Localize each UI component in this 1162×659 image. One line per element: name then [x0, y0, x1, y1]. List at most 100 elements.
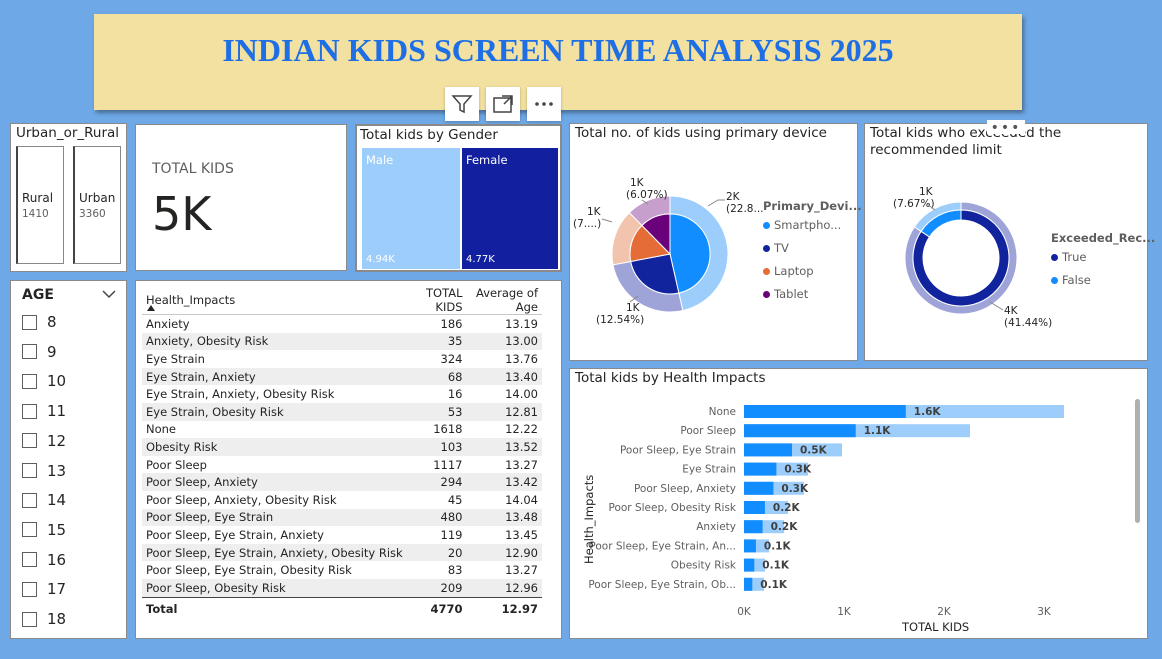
- bar[interactable]: [744, 462, 777, 476]
- checkbox[interactable]: [22, 373, 37, 389]
- data-label: 1.6K: [914, 406, 942, 418]
- scrollbar[interactable]: [1135, 399, 1140, 523]
- table-cell: 13.48: [466, 508, 542, 527]
- table-row[interactable]: Poor Sleep 1117 13.27: [142, 456, 542, 474]
- legend-item[interactable]: Tablet: [763, 287, 808, 301]
- table-cell: 14.00: [505, 387, 538, 402]
- slicer-tile-urban[interactable]: Urban 3360: [73, 146, 121, 264]
- treemap-tile-male[interactable]: Male 4.94K: [362, 148, 460, 269]
- legend-item[interactable]: TV: [763, 241, 789, 255]
- legend-item[interactable]: True: [1051, 250, 1086, 264]
- age-option-17[interactable]: 17: [22, 580, 66, 598]
- table-row[interactable]: Poor Sleep, Eye Strain, Anxiety 119 13.45: [142, 526, 542, 544]
- age-option-10[interactable]: 10: [22, 372, 66, 390]
- checkbox[interactable]: [22, 581, 37, 597]
- table-row[interactable]: Poor Sleep, Eye Strain, Anxiety, Obesity…: [142, 543, 542, 562]
- table-row[interactable]: Anxiety, Obesity Risk 35 13.00: [142, 332, 542, 351]
- more-options-icon[interactable]: •••: [987, 120, 1025, 136]
- checkbox[interactable]: [22, 403, 37, 419]
- age-option-11[interactable]: 11: [22, 402, 66, 420]
- checkbox[interactable]: [22, 314, 37, 330]
- checkbox[interactable]: [22, 522, 37, 538]
- option-label: 9: [47, 342, 57, 361]
- column-header-average-age[interactable]: Average of Age: [466, 286, 542, 315]
- table-cell: 35: [406, 332, 467, 351]
- legend-marker: [763, 267, 770, 275]
- table-row[interactable]: Poor Sleep, Eye Strain, Obesity Risk 83 13…: [142, 561, 542, 579]
- checkbox[interactable]: [22, 492, 37, 508]
- page-title: INDIAN KIDS SCREEN TIME ANALYSIS 2025: [222, 32, 894, 68]
- bar[interactable]: [744, 405, 906, 418]
- table-cell: 119: [440, 527, 463, 542]
- bar[interactable]: [744, 539, 756, 553]
- donut-slice-true[interactable]: [912, 209, 1010, 307]
- age-option-12[interactable]: 12: [22, 432, 66, 450]
- table-row[interactable]: Poor Sleep, Obesity Risk 209 12.96: [142, 578, 542, 597]
- table-row[interactable]: Eye Strain, Anxiety, Obesity Risk 16 14.00: [142, 385, 542, 403]
- legend-item[interactable]: Laptop: [763, 264, 814, 278]
- bar[interactable]: [744, 501, 765, 514]
- option-label: 18: [47, 610, 67, 628]
- table-row[interactable]: Obesity Risk 103 13.52: [142, 438, 542, 456]
- column-header-total-kids[interactable]: TOTAL KIDS: [406, 286, 467, 315]
- age-option-9[interactable]: 9: [22, 343, 57, 361]
- table-row[interactable]: Poor Sleep, Anxiety 294 13.42: [142, 473, 542, 491]
- y-category-label: Poor Sleep, Obesity Risk: [608, 502, 736, 514]
- table-cell: Poor Sleep, Anxiety: [142, 473, 407, 491]
- bar[interactable]: [744, 481, 774, 495]
- donut-slice-false[interactable]: [920, 209, 962, 238]
- data-label: 1K (12.54%): [596, 302, 645, 326]
- legend-label: Laptop: [774, 264, 814, 278]
- bar[interactable]: [744, 520, 763, 534]
- filter-button[interactable]: [445, 87, 479, 121]
- bar[interactable]: [744, 577, 753, 591]
- age-option-16[interactable]: 16: [22, 551, 66, 569]
- chevron-down-icon[interactable]: [102, 290, 116, 299]
- checkbox[interactable]: [22, 611, 37, 627]
- table-cell: 103: [406, 438, 467, 456]
- bar[interactable]: [744, 558, 755, 572]
- column-header-health-impacts[interactable]: Health_Impacts: [142, 286, 407, 315]
- checkbox[interactable]: [22, 433, 37, 449]
- focus-mode-icon: [493, 95, 513, 113]
- table-cell: Anxiety, Obesity Risk: [142, 332, 407, 351]
- focus-mode-button[interactable]: [486, 87, 520, 121]
- gender-treemap: Total kids by Gender Male 4.94K Female 4…: [355, 124, 562, 272]
- table-row[interactable]: Eye Strain, Obesity Risk 53 12.81: [142, 402, 542, 421]
- y-category-label: Poor Sleep: [680, 425, 736, 437]
- option-label: 10: [47, 372, 67, 391]
- legend-item[interactable]: Smartpho...: [763, 218, 841, 232]
- bar[interactable]: [744, 443, 792, 457]
- table-row[interactable]: None 1618 12.22: [142, 421, 542, 439]
- table-row[interactable]: Eye Strain 324 13.76: [142, 350, 542, 368]
- treemap-tile-female[interactable]: Female 4.77K: [462, 148, 558, 269]
- checkbox[interactable]: [22, 344, 37, 360]
- age-option-13[interactable]: 13: [22, 462, 66, 480]
- option-label: 12: [47, 431, 67, 450]
- age-option-14[interactable]: 14: [22, 491, 66, 509]
- age-option-15[interactable]: 15: [22, 521, 66, 539]
- tile-label: Male: [366, 153, 394, 167]
- table-row[interactable]: Poor Sleep, Eye Strain 480 13.48: [142, 508, 542, 527]
- data-label: 0.1K: [760, 579, 788, 591]
- table-row[interactable]: Anxiety 186 13.19: [142, 315, 542, 333]
- donut-slice-smartphone[interactable]: [669, 213, 711, 294]
- table-cell: 13.42: [466, 473, 542, 491]
- table-cell: 12.81: [466, 402, 542, 421]
- legend-item[interactable]: False: [1051, 273, 1091, 287]
- table-row[interactable]: Poor Sleep, Anxiety, Obesity Risk 45 14.04: [142, 491, 542, 509]
- x-tick-label: 0K: [737, 606, 752, 618]
- bar[interactable]: [744, 424, 856, 438]
- more-options-button[interactable]: [527, 87, 561, 121]
- slicer-tile-rural[interactable]: Rural 1410: [16, 146, 64, 264]
- checkbox[interactable]: [22, 552, 37, 568]
- age-option-18[interactable]: 18: [22, 610, 66, 628]
- age-option-8[interactable]: 8: [22, 313, 57, 331]
- label-leader-lines: [601, 199, 725, 303]
- table-cell: Eye Strain, Anxiety: [142, 367, 407, 386]
- legend-marker: [763, 221, 770, 229]
- table-row[interactable]: Eye Strain, Anxiety 68 13.40: [142, 367, 542, 386]
- donut-slice-tablet[interactable]: [641, 213, 671, 256]
- y-category-label: None: [709, 406, 736, 418]
- checkbox[interactable]: [22, 463, 37, 478]
